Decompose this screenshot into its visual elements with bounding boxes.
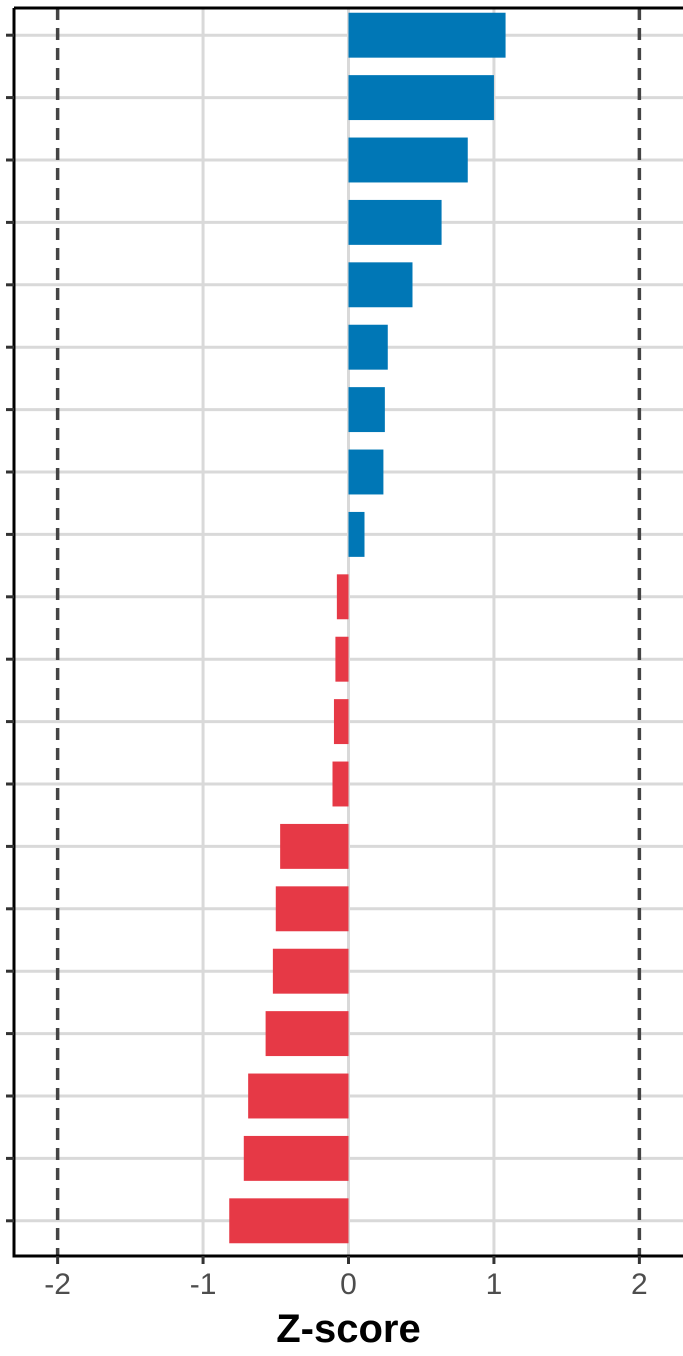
bar [348, 199, 442, 245]
x-tick-label: 1 [486, 1268, 503, 1301]
bar [335, 636, 349, 682]
bar [265, 1011, 349, 1057]
bar [280, 823, 349, 869]
bar [348, 511, 365, 557]
bar [336, 574, 349, 620]
x-axis-title: Z-score [276, 1307, 421, 1351]
grid-layer [14, 8, 683, 1256]
bar [348, 324, 388, 370]
x-tick-label: -2 [44, 1268, 71, 1301]
bars [229, 12, 506, 1244]
x-tick-labels: -2 -1 0 1 2 [44, 1268, 647, 1301]
x-tick-label: 2 [631, 1268, 648, 1301]
bar [348, 12, 506, 58]
bar [332, 761, 349, 807]
bar [348, 449, 384, 495]
reference-lines [55, 8, 642, 1256]
bar [348, 262, 413, 308]
bar [348, 387, 385, 433]
bar [243, 1135, 349, 1181]
x-tick-label: 0 [340, 1268, 357, 1301]
bar [229, 1198, 349, 1244]
bar [272, 948, 349, 994]
bar [348, 137, 468, 183]
bar [348, 75, 494, 121]
x-tick-label: -1 [190, 1268, 217, 1301]
bar [248, 1073, 349, 1119]
axes [6, 6, 683, 1264]
bar [333, 699, 349, 745]
bar [275, 886, 349, 932]
